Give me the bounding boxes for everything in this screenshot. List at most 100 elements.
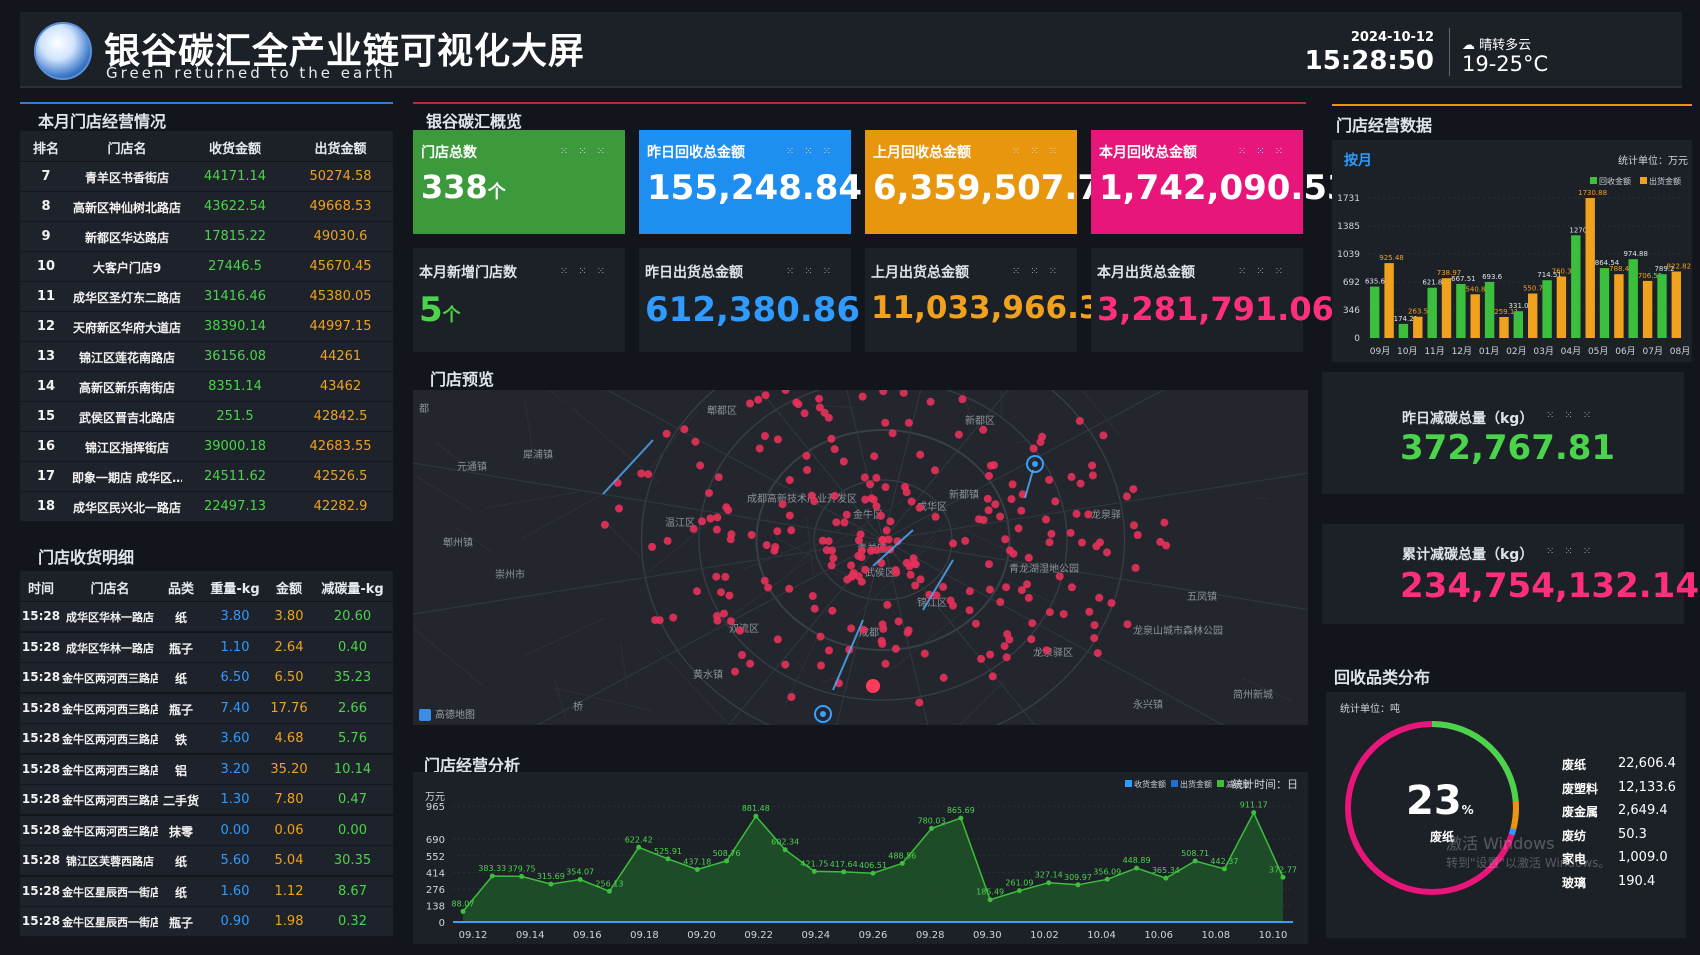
store-marker[interactable] [1090,634,1099,643]
store-map[interactable]: 都 郫都区 新都区 元通镇 犀浦镇 成都高新技术产业开发区 温江区 金牛区 成华区 新都镇 龙泉驿郫… [413,390,1308,725]
store-marker[interactable] [713,513,722,522]
store-marker[interactable] [655,616,664,625]
bar[interactable] [1398,323,1409,338]
store-marker[interactable] [847,561,856,570]
store-marker[interactable] [1024,593,1033,602]
store-marker[interactable] [903,628,912,637]
kpi-card[interactable]: 上月出货总金额 ⁙⁙⁙ 11,033,966.37 [865,248,1122,352]
store-marker[interactable] [773,635,782,644]
store-marker[interactable] [909,554,918,563]
store-marker[interactable] [977,654,986,663]
store-marker[interactable] [886,517,895,526]
store-marker[interactable] [1077,538,1086,547]
store-marker[interactable] [1075,416,1084,425]
store-marker[interactable] [939,673,948,682]
store-marker[interactable] [1066,528,1075,537]
store-marker[interactable] [785,584,794,593]
store-marker[interactable] [773,527,782,536]
store-marker[interactable] [1023,580,1031,589]
store-marker[interactable] [1008,480,1017,489]
store-ops-row[interactable]: 16 锦江区指挥街店 39000.18 42683.55 [20,432,393,462]
store-marker[interactable] [1036,438,1045,446]
store-marker[interactable] [778,500,787,509]
store-marker[interactable] [931,512,940,521]
store-marker[interactable] [1007,495,1016,504]
store-marker[interactable] [854,536,863,545]
store-marker[interactable] [870,452,879,461]
series-point[interactable] [987,897,993,903]
store-marker[interactable] [827,561,836,570]
series-point[interactable] [958,815,964,821]
store-marker[interactable] [1156,537,1165,546]
store-marker[interactable] [735,626,744,635]
store-marker[interactable] [818,536,827,545]
series-point[interactable] [1192,858,1198,864]
store-marker[interactable] [1160,518,1169,527]
store-marker[interactable] [720,609,728,618]
series-point[interactable] [724,858,730,864]
store-marker[interactable] [881,483,890,492]
store-marker[interactable] [892,568,901,577]
bar[interactable] [1470,294,1480,338]
store-marker[interactable] [904,418,913,427]
store-marker[interactable] [883,600,892,609]
store-marker[interactable] [1045,475,1054,484]
series-point[interactable] [841,869,847,875]
store-marker[interactable] [792,398,801,407]
series-point[interactable] [548,881,554,887]
receipts-row[interactable]: 15:28 金牛区两河西三路店 铝 3.20 35.20 10.14 [20,754,393,785]
store-marker[interactable] [771,543,780,551]
store-marker[interactable] [717,588,725,597]
store-marker[interactable] [954,430,963,439]
store-marker[interactable] [1005,635,1014,644]
store-marker[interactable] [815,394,824,403]
store-marker[interactable] [859,625,868,634]
kpi-card[interactable]: 上月回收总金额 ⁙⁙⁙ 6,359,507.71 [865,130,1125,234]
store-marker[interactable] [1133,531,1142,539]
store-marker[interactable] [1002,583,1011,592]
store-marker[interactable] [1024,553,1033,562]
store-marker[interactable] [1088,471,1097,480]
store-marker[interactable] [824,537,833,546]
store-marker[interactable] [881,659,890,668]
store-ops-row[interactable]: 12 天府新区华府大道店 38390.14 44997.15 [20,312,393,342]
store-marker[interactable] [1095,593,1104,602]
store-marker[interactable] [965,606,974,615]
store-marker[interactable] [867,494,876,503]
store-marker[interactable] [1067,472,1076,481]
store-marker[interactable] [842,510,851,519]
store-marker[interactable] [803,466,812,474]
store-marker[interactable] [1090,621,1099,630]
store-ops-row[interactable]: 10 大客户门店9 27446.5 45670.45 [20,252,393,282]
series-point[interactable] [1280,874,1286,880]
store-marker[interactable] [958,395,967,404]
store-marker[interactable] [916,575,925,584]
store-marker[interactable] [931,466,939,475]
store-marker[interactable] [832,518,841,527]
store-marker[interactable] [847,572,856,581]
series-point[interactable] [1104,876,1110,882]
store-marker[interactable] [1096,538,1104,547]
store-marker[interactable] [721,572,730,581]
store-marker[interactable] [1072,509,1081,518]
kpi-card[interactable]: 本月回收总金额 ⁙⁙⁙ 1,742,090.53 [1091,130,1351,234]
store-marker[interactable] [1076,479,1085,488]
bar[interactable] [1441,278,1452,338]
store-marker[interactable] [698,517,706,526]
store-marker[interactable] [725,591,734,600]
series-point[interactable] [665,856,671,862]
store-marker[interactable] [1051,497,1060,506]
store-marker[interactable] [985,585,994,594]
store-marker[interactable] [746,399,754,408]
store-marker[interactable] [1029,444,1038,453]
store-marker[interactable] [847,624,856,633]
store-marker[interactable] [1123,620,1132,629]
bar[interactable] [1642,280,1653,338]
store-marker[interactable] [828,606,837,615]
kpi-card[interactable]: 昨日出货总金额 ⁙⁙⁙ 612,380.86 [639,248,860,352]
store-marker[interactable] [712,572,721,581]
monthly-toggle[interactable]: 按月 [1344,153,1372,169]
store-marker[interactable] [1009,549,1018,558]
store-marker[interactable] [706,514,715,523]
store-marker[interactable] [915,698,924,707]
